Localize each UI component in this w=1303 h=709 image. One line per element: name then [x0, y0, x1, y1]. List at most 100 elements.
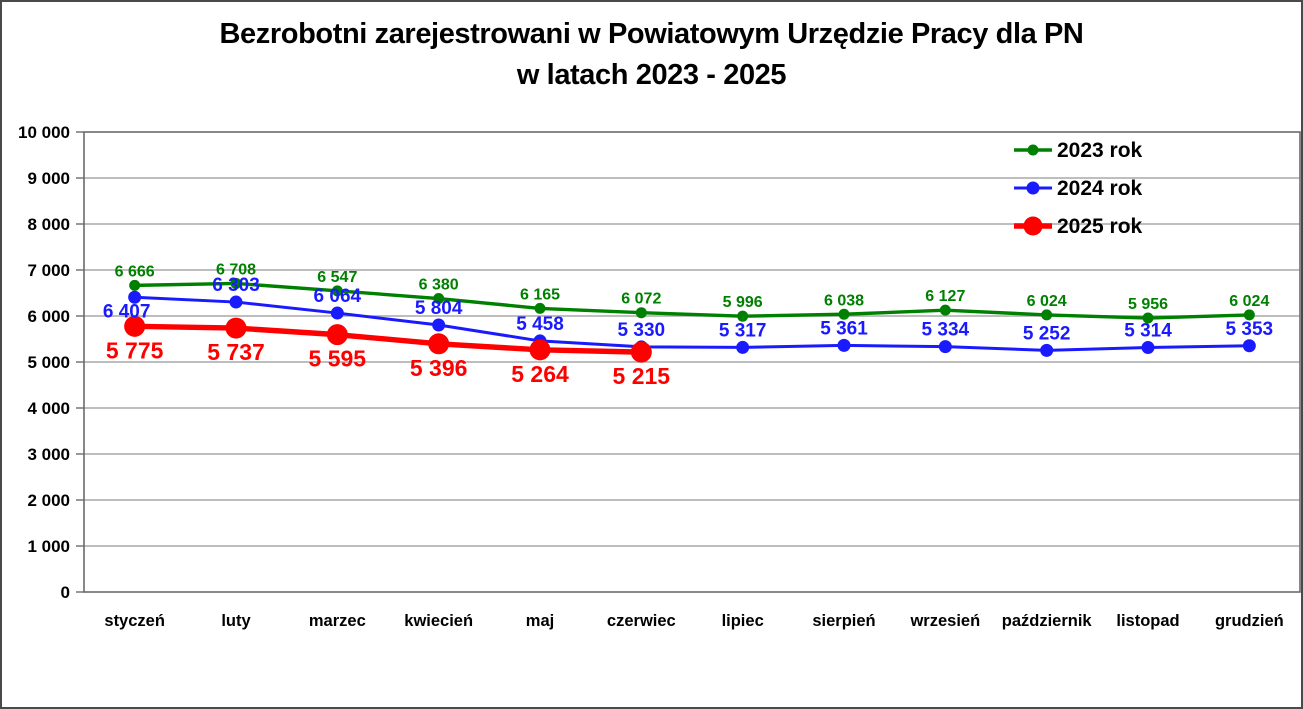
- data-point-2024-wrzesień: [938, 340, 952, 354]
- data-point-2024-lipiec: [736, 340, 750, 354]
- legend-item-label: 2025 rok: [1057, 215, 1143, 238]
- data-point-2024-luty: [229, 295, 243, 309]
- data-label-2025-marzec: 5 595: [309, 346, 367, 372]
- y-axis-label-10000: 10 000: [18, 123, 70, 142]
- series-line-2023-rok: [134, 281, 1250, 320]
- data-label-2023-wrzesień: 6 127: [925, 288, 965, 305]
- x-axis-label-sierpień: sierpień: [812, 612, 875, 630]
- y-axis-label-6000: 6 000: [27, 307, 70, 326]
- legend-item-label: 2023 rok: [1057, 139, 1143, 162]
- data-label-2023-czerwiec: 6 072: [621, 291, 661, 308]
- data-point-2023-sierpień: [838, 308, 850, 320]
- data-point-2025-czerwiec: [630, 341, 652, 363]
- x-axis-label-grudzień: grudzień: [1215, 612, 1284, 630]
- data-label-2025-styczeń: 5 775: [106, 337, 164, 363]
- data-label-2025-luty: 5 737: [207, 339, 265, 365]
- data-point-2023-luty: [230, 277, 242, 289]
- y-axis-label-4000: 4 000: [27, 399, 70, 418]
- data-point-2024-listopad: [1141, 341, 1155, 355]
- x-axis-label-listopad: listopad: [1116, 612, 1179, 630]
- chart-title-line1: Bezrobotni zarejestrowani w Powiatowym U…: [219, 18, 1084, 50]
- data-point-2025-styczeń: [124, 315, 146, 337]
- x-axis-label-październik: październik: [1002, 612, 1093, 630]
- legend-marker-icon: [1023, 216, 1043, 236]
- data-label-2023-grudzień: 6 024: [1229, 293, 1269, 310]
- legend-item-2025-rok: 2025 rok: [1014, 215, 1143, 238]
- data-label-2023-listopad: 5 956: [1128, 296, 1168, 313]
- x-axis-label-styczeń: styczeń: [104, 612, 165, 630]
- legend-marker-icon: [1027, 144, 1039, 156]
- data-point-2024-marzec: [330, 306, 344, 320]
- y-axis-label-0: 0: [61, 583, 70, 602]
- data-label-2024-marzec: 6 064: [314, 286, 362, 307]
- legend-item-2023-rok: 2023 rok: [1014, 139, 1143, 162]
- data-point-2025-kwiecień: [428, 333, 450, 355]
- data-point-2024-styczeń: [128, 290, 142, 304]
- data-point-2023-maj: [534, 302, 546, 314]
- series-line-2025-rok: [134, 323, 642, 355]
- data-label-2024-luty: 6 303: [212, 275, 260, 296]
- data-label-2023-sierpień: 6 038: [824, 292, 864, 309]
- data-label-2023-marzec: 6 547: [317, 269, 357, 286]
- data-label-2024-maj: 5 458: [516, 314, 564, 335]
- data-label-2025-maj: 5 264: [511, 361, 569, 387]
- x-axis-label-wrzesień: wrzesień: [909, 612, 980, 630]
- data-point-2024-kwiecień: [432, 318, 446, 332]
- data-label-2023-październik: 6 024: [1027, 293, 1067, 310]
- data-point-2023-październik: [1041, 309, 1053, 321]
- data-label-2024-kwiecień: 5 804: [415, 298, 463, 319]
- data-point-2023-listopad: [1142, 312, 1154, 324]
- data-label-2025-kwiecień: 5 396: [410, 355, 468, 381]
- data-point-2023-marzec: [331, 285, 343, 297]
- data-label-2023-luty: 6 708: [216, 261, 256, 278]
- data-point-2023-lipiec: [737, 310, 749, 322]
- data-label-2024-grudzień: 5 353: [1226, 319, 1274, 340]
- x-axis-label-kwiecień: kwiecień: [404, 612, 473, 630]
- legend-item-2024-rok: 2024 rok: [1014, 177, 1143, 200]
- series-line-2024-rok: [134, 295, 1250, 352]
- data-point-2023-kwiecień: [433, 293, 445, 305]
- y-axis-label-1000: 1 000: [27, 537, 70, 556]
- plot-area-border: [83, 131, 1301, 593]
- data-point-2025-luty: [225, 317, 247, 339]
- data-point-2023-czerwiec: [635, 307, 647, 319]
- legend-item-label: 2024 rok: [1057, 177, 1143, 200]
- data-label-2024-lipiec: 5 317: [719, 320, 767, 341]
- data-label-2023-lipiec: 5 996: [723, 294, 763, 311]
- data-label-2024-listopad: 5 314: [1124, 321, 1172, 342]
- legend-marker-icon: [1026, 181, 1040, 195]
- data-label-2023-maj: 6 165: [520, 286, 560, 303]
- x-axis-label-lipiec: lipiec: [722, 612, 764, 630]
- data-point-2024-październik: [1040, 343, 1054, 357]
- x-axis-label-maj: maj: [526, 612, 554, 630]
- y-axis-label-5000: 5 000: [27, 353, 70, 372]
- data-label-2024-czerwiec: 5 330: [618, 320, 666, 341]
- data-label-2024-wrzesień: 5 334: [922, 320, 970, 341]
- chart-title-line2: w latach 2023 - 2025: [516, 59, 787, 91]
- data-label-2025-czerwiec: 5 215: [613, 363, 671, 389]
- data-label-2024-styczeń: 6 407: [103, 301, 151, 322]
- data-point-2023-grudzień: [1243, 309, 1255, 321]
- data-point-2023-styczeń: [129, 279, 141, 291]
- data-labels-group: 6 666 6 708 6 547 6 380 6 165 6 072 5 996 6 038…: [103, 261, 1273, 389]
- data-label-2023-kwiecień: 6 380: [419, 277, 459, 294]
- series-group: [124, 277, 1256, 363]
- y-axis-label-7000: 7 000: [27, 261, 70, 280]
- y-axis-label-3000: 3 000: [27, 445, 70, 464]
- data-label-2024-październik: 5 252: [1023, 323, 1071, 344]
- x-axis-label-marzec: marzec: [309, 612, 366, 630]
- data-point-2025-maj: [529, 339, 551, 361]
- y-axis-label-9000: 9 000: [27, 169, 70, 188]
- data-label-2023-styczeń: 6 666: [115, 263, 155, 280]
- legend: 2023 rok 2024 rok 2025 rok: [1014, 139, 1143, 238]
- chart-title: Bezrobotni zarejestrowani w Powiatowym U…: [2, 14, 1301, 96]
- data-label-2024-sierpień: 5 361: [820, 318, 868, 339]
- y-axis-label-2000: 2 000: [27, 491, 70, 510]
- x-axis-label-czerwiec: czerwiec: [607, 612, 676, 630]
- data-point-2025-marzec: [326, 324, 348, 346]
- data-point-2023-wrzesień: [939, 304, 951, 316]
- data-point-2024-sierpień: [837, 338, 851, 352]
- data-point-2024-grudzień: [1242, 339, 1256, 353]
